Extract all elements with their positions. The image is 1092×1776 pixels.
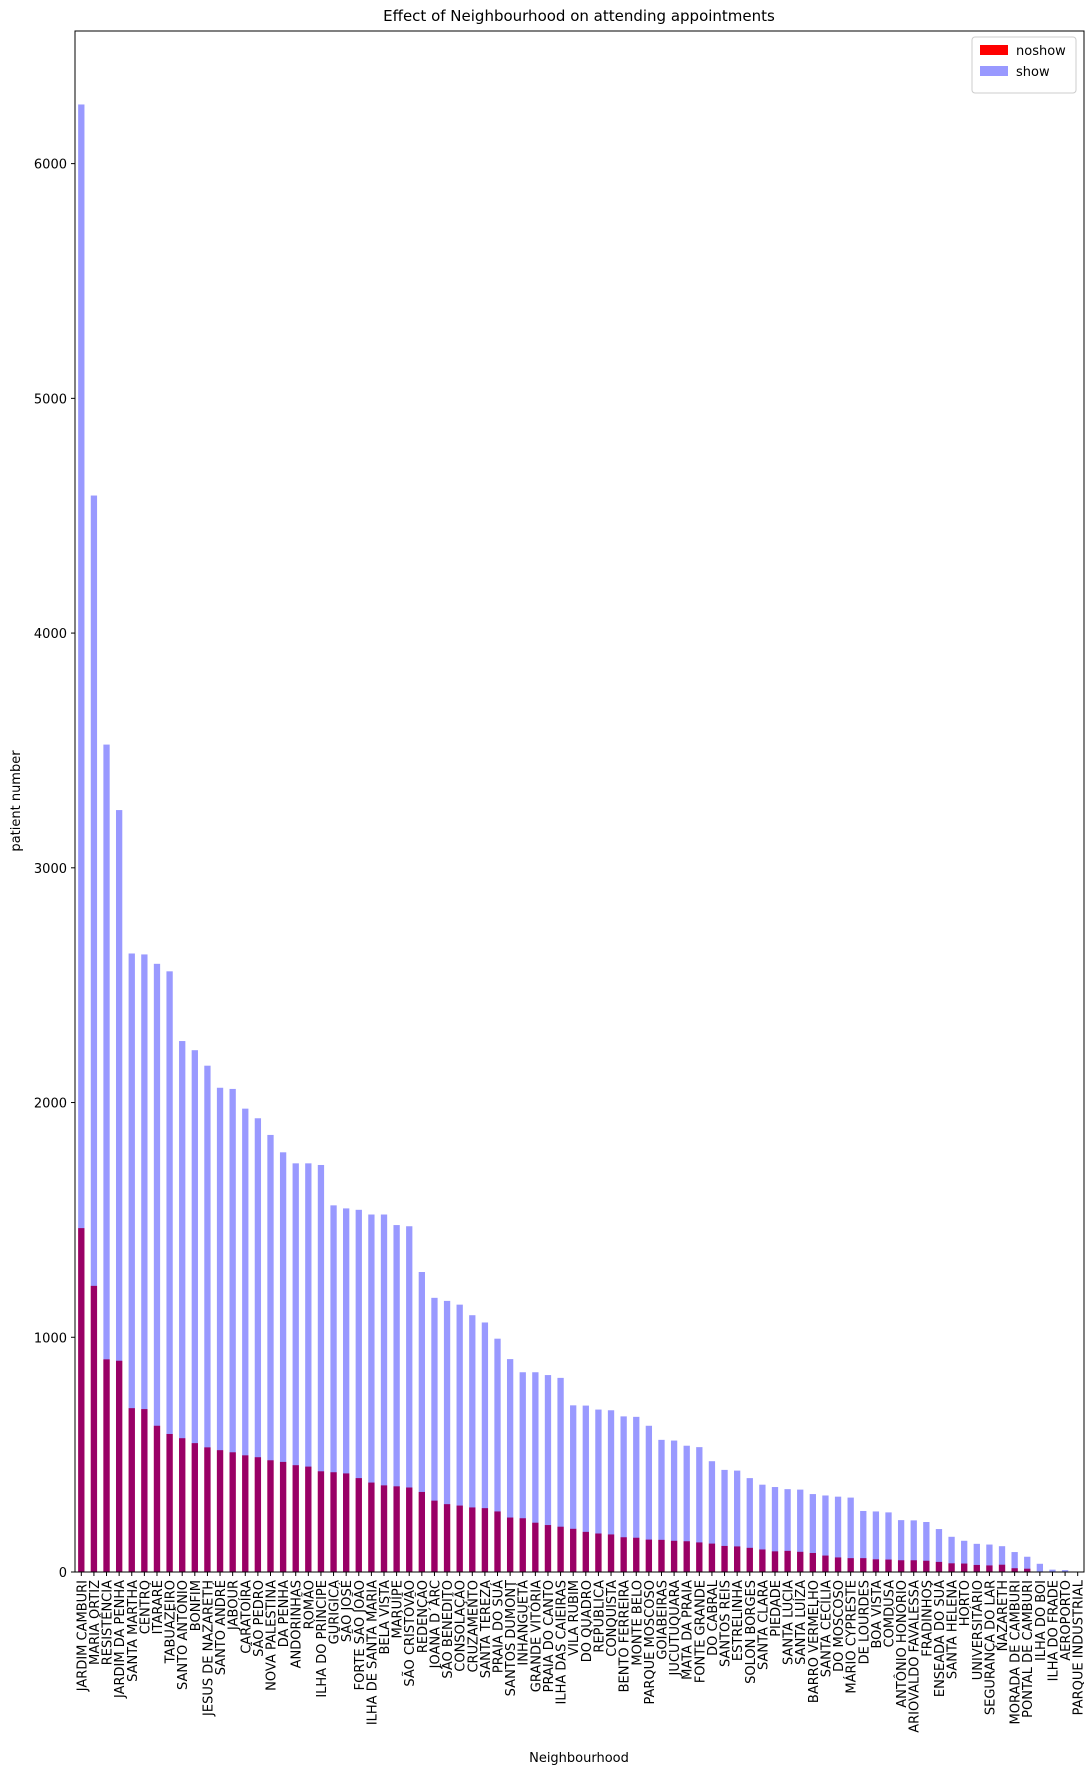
bar xyxy=(78,104,84,1572)
bar xyxy=(91,496,97,1572)
bar xyxy=(330,1205,336,1572)
bar xyxy=(141,954,147,1572)
bar xyxy=(230,1089,236,1572)
bar xyxy=(129,953,135,1572)
bar xyxy=(923,1522,929,1572)
legend-swatch xyxy=(980,66,1008,76)
bar xyxy=(419,1272,425,1572)
bar xyxy=(709,1461,715,1572)
bar xyxy=(885,1512,891,1572)
y-tick-label: 4000 xyxy=(34,627,67,642)
legend-label: noshow xyxy=(1016,44,1066,59)
bar xyxy=(999,1546,1005,1572)
bar xyxy=(646,1426,652,1572)
y-axis-label: patient number xyxy=(9,750,24,852)
bar xyxy=(570,1405,576,1572)
bar xyxy=(1037,1564,1043,1572)
bar xyxy=(671,1441,677,1572)
bar xyxy=(1011,1552,1017,1572)
bar xyxy=(797,1490,803,1572)
bar xyxy=(747,1478,753,1572)
bar xyxy=(166,971,172,1572)
y-tick-label: 1000 xyxy=(34,1331,67,1346)
bar xyxy=(255,1118,261,1572)
bar xyxy=(457,1305,463,1572)
bar xyxy=(179,1041,185,1572)
y-tick-label: 0 xyxy=(59,1566,67,1581)
bar xyxy=(860,1511,866,1572)
bar xyxy=(444,1301,450,1572)
bar xyxy=(1024,1557,1030,1572)
bar xyxy=(293,1163,299,1572)
bar xyxy=(343,1208,349,1572)
bar xyxy=(204,1066,210,1572)
y-tick-label: 3000 xyxy=(34,862,67,877)
bar xyxy=(242,1109,248,1572)
bar xyxy=(835,1497,841,1572)
bar xyxy=(721,1470,727,1572)
bar xyxy=(431,1298,437,1572)
bar xyxy=(898,1520,904,1572)
bar xyxy=(217,1088,223,1572)
bar xyxy=(192,1050,198,1572)
bar xyxy=(545,1375,551,1572)
bar xyxy=(684,1446,690,1572)
bar xyxy=(116,810,122,1572)
bar xyxy=(961,1541,967,1572)
bar xyxy=(469,1315,475,1572)
bar xyxy=(520,1372,526,1572)
x-tick-label: PARQUE INDUSTRIAL xyxy=(1072,1579,1087,1715)
bar xyxy=(822,1495,828,1572)
bar xyxy=(557,1378,563,1572)
bar xyxy=(482,1322,488,1572)
y-tick-label: 5000 xyxy=(34,392,67,407)
bar xyxy=(267,1135,273,1572)
bar xyxy=(608,1410,614,1572)
bar xyxy=(406,1226,412,1572)
bar xyxy=(280,1152,286,1572)
bar xyxy=(620,1416,626,1572)
bar xyxy=(381,1215,387,1572)
bar xyxy=(507,1359,513,1572)
bar xyxy=(848,1498,854,1572)
legend-label: show xyxy=(1016,65,1050,80)
bar xyxy=(356,1210,362,1572)
bar xyxy=(633,1417,639,1572)
y-tick-label: 6000 xyxy=(34,158,67,173)
plot-frame xyxy=(75,31,1084,1572)
bar xyxy=(583,1406,589,1572)
bar xyxy=(658,1440,664,1572)
bar xyxy=(986,1545,992,1572)
bar xyxy=(595,1410,601,1572)
bar xyxy=(368,1215,374,1572)
bar xyxy=(494,1339,500,1572)
bar xyxy=(784,1489,790,1572)
bar xyxy=(873,1511,879,1572)
bar xyxy=(318,1165,324,1572)
chart-title: Effect of Neighbourhood on attending app… xyxy=(383,7,775,25)
bar xyxy=(305,1163,311,1572)
y-tick-label: 2000 xyxy=(34,1097,67,1112)
bar xyxy=(103,745,109,1572)
bar xyxy=(974,1544,980,1572)
bar xyxy=(810,1494,816,1572)
bar xyxy=(154,964,160,1572)
x-axis-label: Neighbourhood xyxy=(529,1751,629,1766)
bar xyxy=(936,1529,942,1572)
bar xyxy=(948,1537,954,1572)
legend-swatch xyxy=(980,45,1008,55)
bar xyxy=(393,1225,399,1572)
bar xyxy=(911,1520,917,1572)
bar xyxy=(759,1485,765,1572)
bar xyxy=(734,1471,740,1572)
bar xyxy=(696,1447,702,1572)
bar xyxy=(772,1487,778,1572)
bar xyxy=(532,1372,538,1572)
